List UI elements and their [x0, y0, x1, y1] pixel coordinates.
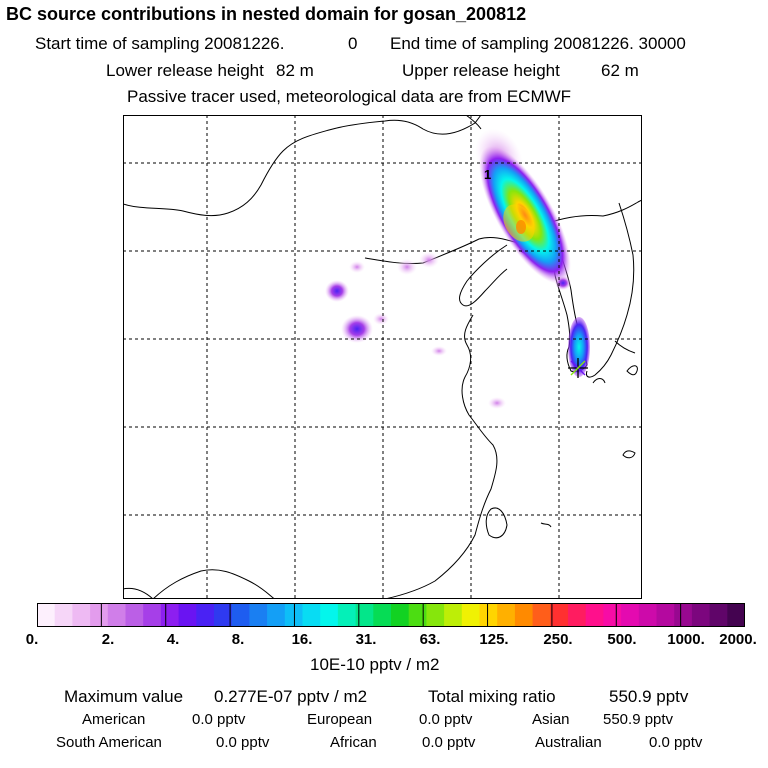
african-value: 0.0 pptv: [422, 734, 476, 751]
colorbar-tick: 16.: [291, 631, 313, 648]
total-mixing-label: Total mixing ratio: [428, 687, 556, 706]
colorbar-tick: 500.: [607, 631, 637, 648]
colorbar-cell: [709, 603, 728, 627]
south-american-label: South American: [56, 734, 162, 751]
colorbar-cell: [90, 603, 109, 627]
asian-value: 550.9 pptv: [603, 711, 674, 728]
max-value-label: Maximum value: [64, 687, 184, 706]
african-label: African: [330, 734, 377, 751]
colorbar-cell: [638, 603, 658, 627]
colorbar-cell: [143, 603, 162, 627]
coastlines: [123, 115, 642, 599]
colorbar-cell: [214, 603, 233, 627]
colorbar-cell: [426, 603, 445, 627]
colorbar-cell: [37, 603, 56, 627]
colorbar-cell: [727, 603, 745, 627]
colorbar-cell: [444, 603, 463, 627]
colorbar-cell: [107, 603, 127, 627]
european-value: 0.0 pptv: [419, 711, 473, 728]
trajectory-marker-label: 1: [484, 167, 491, 182]
colorbar-cell: [461, 603, 481, 627]
colorbar-cell: [302, 603, 321, 627]
colorbar-tick: 0.: [25, 631, 39, 648]
lower-release-value: 82 m: [276, 61, 314, 80]
south-american-value: 0.0 pptv: [216, 734, 270, 751]
colorbar-unit: 10E-10 pptv / m2: [310, 655, 440, 674]
american-label: American: [82, 711, 146, 728]
colorbar-tick: 250.: [543, 631, 573, 648]
upper-release-value: 62 m: [601, 61, 639, 80]
start-time-hour: 0: [348, 34, 358, 53]
tracer-note: Passive tracer used, meteorological data…: [127, 87, 572, 106]
colorbar-cell: [72, 603, 91, 627]
colorbar-cell: [196, 603, 215, 627]
colorbar-cell: [231, 603, 250, 627]
colorbar-tick: 2000.: [719, 631, 757, 648]
plot-title: BC source contributions in nested domain…: [6, 4, 527, 24]
end-time-label: End time of sampling 20081226. 30000: [390, 34, 686, 53]
colorbar-cell: [337, 603, 357, 627]
colorbar-cell: [373, 603, 392, 627]
colorbar-cell: [550, 603, 569, 627]
colorbar-cell: [656, 603, 675, 627]
colorbar-cell: [621, 603, 640, 627]
colorbar-cell: [391, 603, 410, 627]
colorbar-cell: [497, 603, 516, 627]
colorbar-cell: [674, 603, 693, 627]
colorbar-cell: [54, 603, 73, 627]
colorbar-cell: [125, 603, 144, 627]
colorbar-cell: [514, 603, 534, 627]
colorbar: [37, 603, 745, 627]
colorbar-cell: [408, 603, 427, 627]
colorbar-cell: [249, 603, 268, 627]
colorbar-cell: [568, 603, 587, 627]
upper-release-label: Upper release height: [402, 61, 560, 80]
graticule: [123, 115, 642, 599]
colorbar-cell: [178, 603, 197, 627]
australian-label: Australian: [535, 734, 602, 751]
colorbar-cell: [320, 603, 339, 627]
colorbar-cell: [603, 603, 622, 627]
colorbar-tick: 2.: [101, 631, 115, 648]
start-time-label: Start time of sampling 20081226.: [35, 34, 285, 53]
lower-release-label: Lower release height: [106, 61, 264, 80]
receptor-star-icon: [568, 358, 588, 378]
colorbar-cell: [532, 603, 551, 627]
colorbar-cell: [160, 603, 180, 627]
colorbar-tick: 8.: [231, 631, 245, 648]
colorbar-tick: 4.: [166, 631, 180, 648]
colorbar-cell: [585, 603, 604, 627]
map-panel: 1: [123, 115, 642, 599]
european-label: European: [307, 711, 373, 728]
australian-value: 0.0 pptv: [649, 734, 703, 751]
colorbar-tick: 1000.: [667, 631, 705, 648]
colorbar-tick: 125.: [479, 631, 509, 648]
max-value: 0.277E-07 pptv / m2: [214, 687, 368, 706]
colorbar-cell: [267, 603, 286, 627]
colorbar-cell: [691, 603, 711, 627]
colorbar-tick: 63.: [419, 631, 441, 648]
colorbar-cell: [355, 603, 374, 627]
asian-label: Asian: [532, 711, 570, 728]
colorbar-tick: 31.: [355, 631, 377, 648]
total-mixing-value: 550.9 pptv: [609, 687, 689, 706]
american-value: 0.0 pptv: [192, 711, 246, 728]
colorbar-cell: [479, 603, 498, 627]
